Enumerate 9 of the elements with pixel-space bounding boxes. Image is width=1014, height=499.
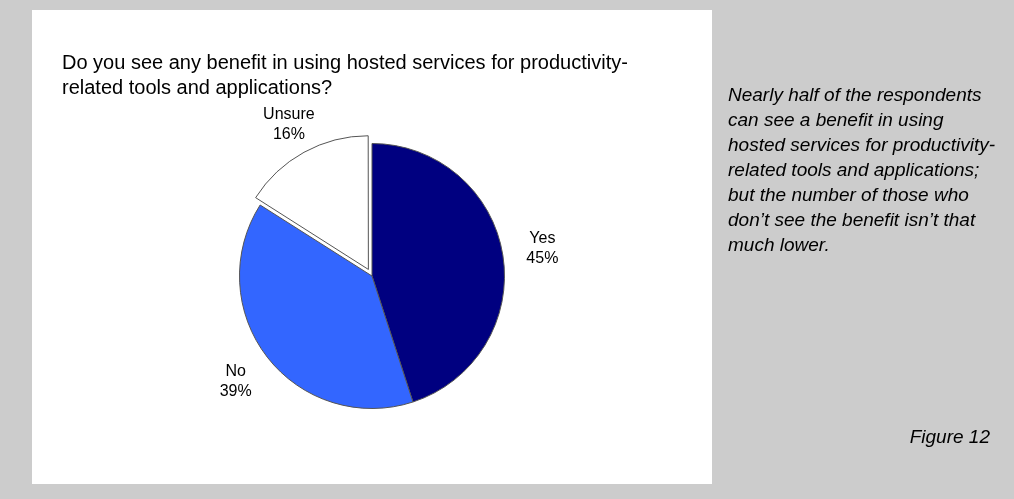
- data-label: 16%: [272, 125, 305, 143]
- data-label: 39%: [219, 382, 252, 400]
- slice-label: Unsure: [263, 105, 315, 123]
- chart-title: Do you see any benefit in using hosted services for productivity-related tools and applications?: [62, 50, 629, 100]
- slice-label: Yes: [529, 229, 556, 247]
- data-label: 45%: [526, 249, 559, 267]
- text: Nearly half of the respondents can see a benefit in using hosted services for productivity-related tools and applications; but the number of those who don’t see the benefit isn’t that much lower.: [728, 83, 997, 257]
- caption: Figure 12: [909, 426, 990, 448]
- slice-label: No: [225, 362, 247, 380]
